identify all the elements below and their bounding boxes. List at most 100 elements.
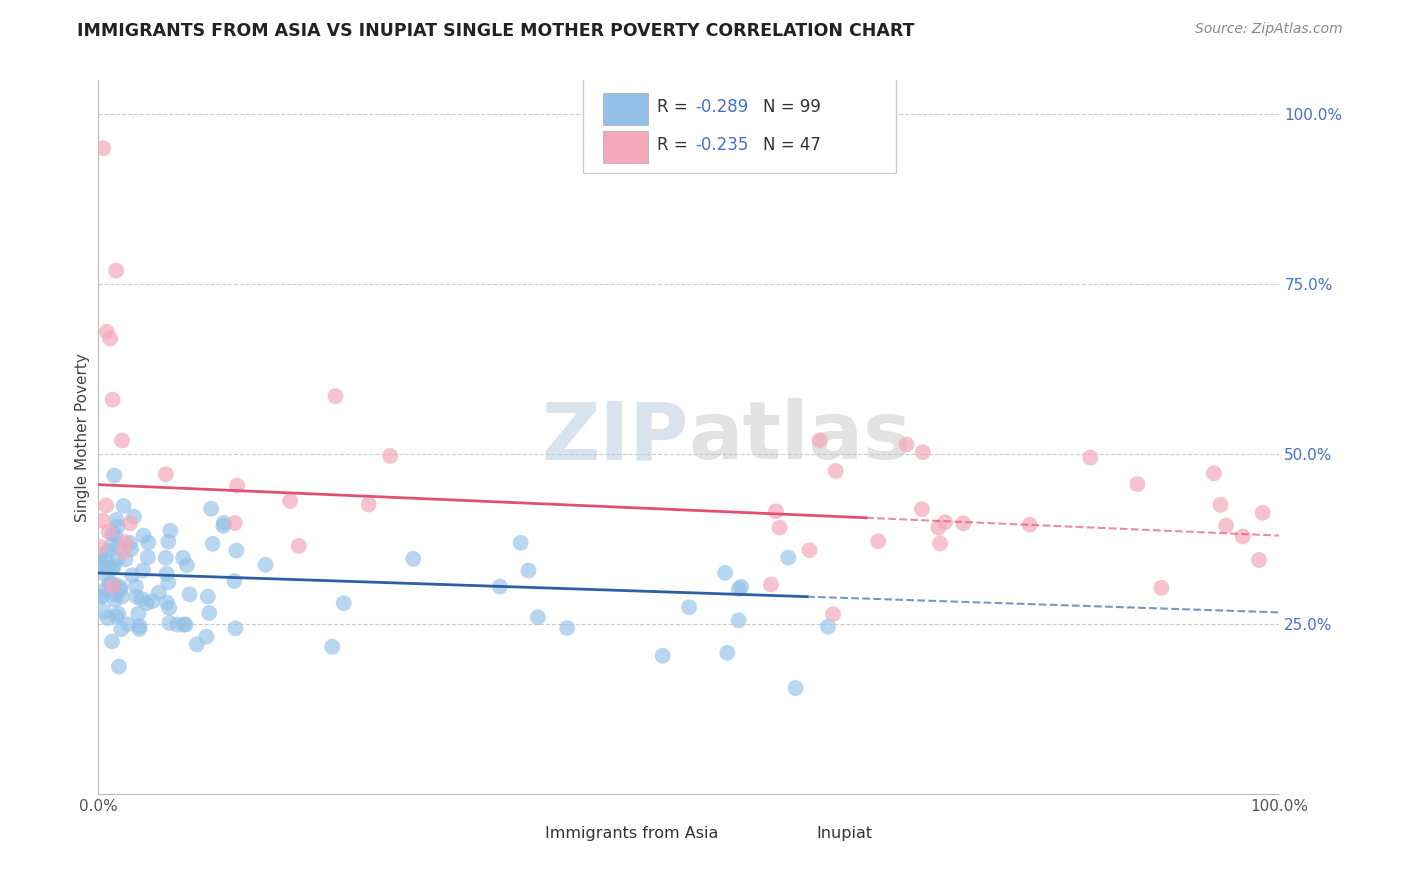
Point xyxy=(101,392,124,407)
Point xyxy=(728,582,751,596)
Point xyxy=(90,590,112,604)
Point xyxy=(112,545,135,559)
FancyBboxPatch shape xyxy=(778,822,811,846)
Point xyxy=(91,590,114,604)
Point xyxy=(173,617,195,632)
Point xyxy=(101,526,124,541)
Point xyxy=(380,449,402,463)
Point xyxy=(94,582,117,597)
Point xyxy=(136,550,159,565)
Point xyxy=(118,536,141,550)
Point xyxy=(105,552,128,566)
Point xyxy=(357,498,380,512)
Point xyxy=(105,263,128,277)
Point xyxy=(110,622,132,636)
Point xyxy=(714,566,737,580)
Point xyxy=(155,467,177,482)
Point xyxy=(131,592,153,607)
Point xyxy=(927,520,949,534)
Point xyxy=(332,596,354,610)
Point xyxy=(186,637,208,651)
Text: R =: R = xyxy=(657,98,693,116)
Point xyxy=(114,552,136,566)
Point xyxy=(97,543,120,558)
Point xyxy=(89,555,111,569)
Text: atlas: atlas xyxy=(689,398,912,476)
Point xyxy=(1209,498,1232,512)
Point xyxy=(103,558,125,573)
Point xyxy=(104,593,127,607)
Point xyxy=(96,499,118,513)
Point xyxy=(100,578,122,592)
Point xyxy=(98,576,121,591)
Point xyxy=(198,606,221,620)
Text: N = 47: N = 47 xyxy=(763,136,821,154)
Point xyxy=(765,504,787,518)
Point xyxy=(89,540,111,554)
Point xyxy=(224,574,246,588)
Point xyxy=(824,464,846,478)
Point xyxy=(108,659,131,673)
Point xyxy=(105,587,128,601)
Point xyxy=(157,601,180,615)
Point xyxy=(176,558,198,573)
Point xyxy=(110,580,132,594)
Point xyxy=(107,519,129,533)
Point xyxy=(141,594,163,608)
Point xyxy=(225,543,247,558)
Point xyxy=(98,332,121,346)
Point xyxy=(135,596,157,610)
Point xyxy=(125,590,148,604)
Point xyxy=(155,550,177,565)
Point xyxy=(226,478,249,492)
Point xyxy=(89,559,111,574)
Point xyxy=(509,536,531,550)
Point xyxy=(138,535,160,549)
Point xyxy=(128,622,150,636)
Point xyxy=(91,141,114,155)
Point xyxy=(101,562,124,576)
Point xyxy=(759,577,782,591)
Point xyxy=(1078,450,1101,465)
Point xyxy=(104,577,127,591)
Point xyxy=(799,543,821,558)
Point xyxy=(118,516,141,531)
Point xyxy=(808,434,831,448)
Point xyxy=(90,549,112,563)
Point xyxy=(105,609,128,624)
Point xyxy=(127,607,149,621)
Point xyxy=(1202,467,1225,481)
Point xyxy=(402,552,425,566)
Point xyxy=(911,445,934,459)
Point xyxy=(122,509,145,524)
Point xyxy=(117,617,139,632)
Point xyxy=(952,516,974,531)
Point xyxy=(114,534,136,549)
Point xyxy=(1150,581,1173,595)
Text: -0.289: -0.289 xyxy=(695,98,748,116)
Point xyxy=(212,516,235,530)
Point xyxy=(157,575,180,590)
Point xyxy=(97,561,120,575)
Point xyxy=(179,587,201,601)
Point xyxy=(111,434,134,448)
Point xyxy=(159,524,181,538)
Point xyxy=(195,630,218,644)
Point xyxy=(111,590,134,604)
Point xyxy=(678,600,700,615)
Point xyxy=(94,551,117,566)
Point xyxy=(278,494,301,508)
Point xyxy=(101,579,124,593)
Point xyxy=(157,534,180,549)
Point xyxy=(132,528,155,542)
Text: N = 99: N = 99 xyxy=(763,98,821,116)
FancyBboxPatch shape xyxy=(603,93,648,125)
Point xyxy=(651,648,673,663)
Point xyxy=(517,564,540,578)
Point xyxy=(157,615,180,630)
Point xyxy=(727,613,749,627)
Point xyxy=(148,585,170,599)
Point xyxy=(911,502,934,516)
Point xyxy=(132,563,155,577)
Point xyxy=(104,528,127,542)
